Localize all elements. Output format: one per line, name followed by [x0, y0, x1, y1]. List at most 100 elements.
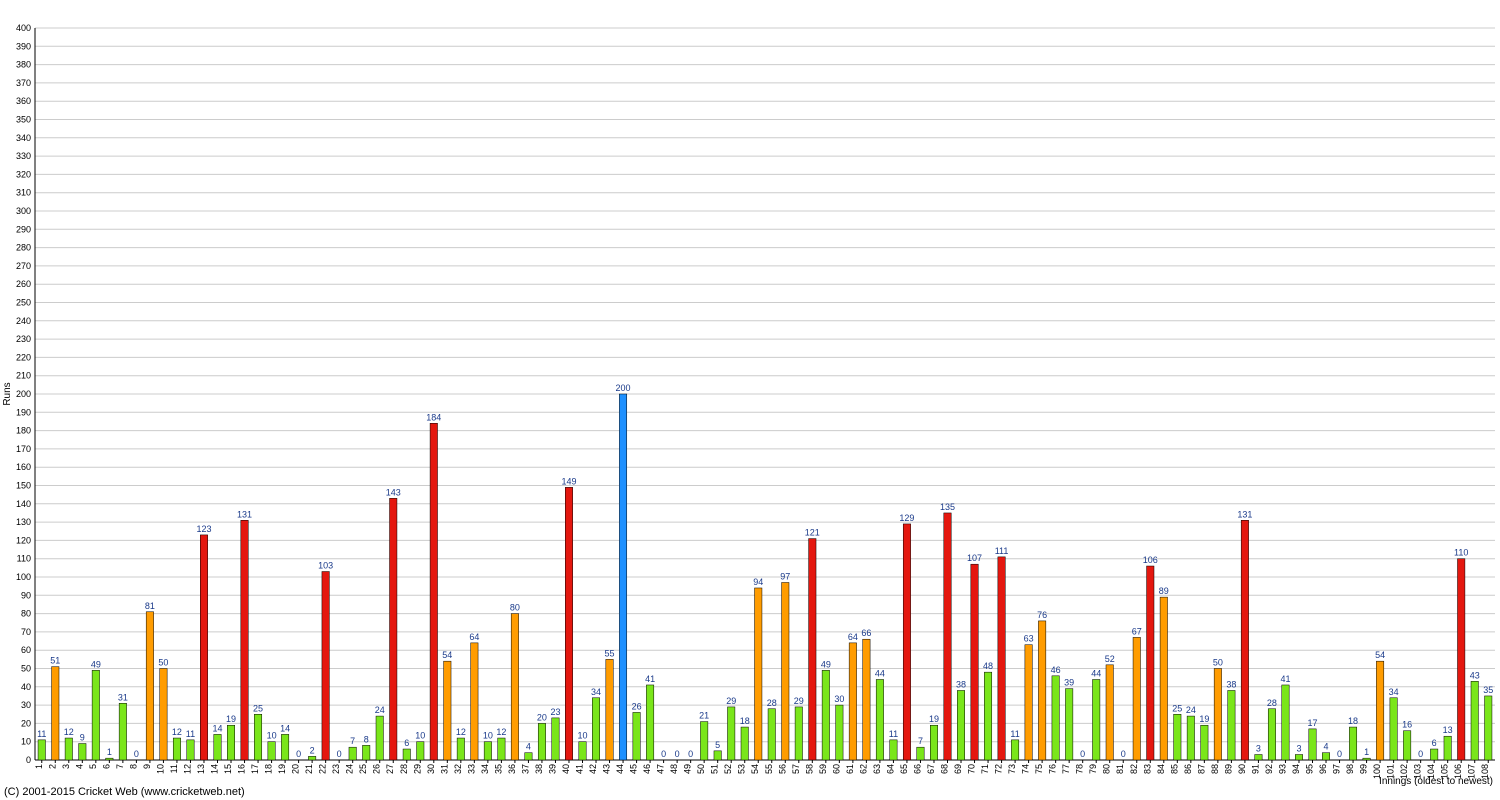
bar [525, 753, 532, 760]
x-tick-label: 73 [1007, 764, 1017, 774]
x-tick-label: 51 [710, 764, 720, 774]
bar [1295, 755, 1302, 760]
bar-value-label: 11 [37, 729, 46, 739]
bar [1268, 709, 1275, 760]
bar [362, 745, 369, 760]
bar-value-label: 16 [1402, 720, 1412, 730]
x-tick-label: 57 [791, 764, 801, 774]
bar-value-label: 7 [918, 736, 923, 746]
x-tick-label: 7 [115, 764, 125, 769]
bar-value-label: 28 [1267, 698, 1277, 708]
bar [403, 749, 410, 760]
bar [1376, 661, 1383, 760]
x-tick-label: 48 [669, 764, 679, 774]
bar-value-label: 123 [196, 524, 211, 534]
x-tick-label: 29 [412, 764, 422, 774]
x-tick-label: 81 [1115, 764, 1125, 774]
bar-value-label: 0 [1418, 749, 1423, 759]
bar [863, 639, 870, 760]
x-tick-label: 68 [940, 764, 950, 774]
bar [119, 703, 126, 760]
x-tick-label: 56 [777, 764, 787, 774]
bar [471, 643, 478, 760]
bar [1160, 597, 1167, 760]
svg-text:20: 20 [21, 718, 31, 728]
svg-text:200: 200 [16, 389, 31, 399]
bar [917, 747, 924, 760]
svg-text:320: 320 [16, 169, 31, 179]
x-tick-label: 98 [1345, 764, 1355, 774]
x-tick-label: 61 [845, 764, 855, 774]
x-tick-label: 84 [1156, 764, 1166, 774]
bar-value-label: 107 [967, 553, 982, 563]
bar [187, 740, 194, 760]
bar [1147, 566, 1154, 760]
bar-value-label: 34 [591, 687, 601, 697]
x-tick-label: 103 [1413, 764, 1423, 779]
bar [809, 539, 816, 760]
bar-value-label: 12 [496, 727, 506, 737]
bar-value-label: 49 [821, 659, 831, 669]
bar [1255, 755, 1262, 760]
bar-value-label: 1 [107, 747, 112, 757]
bar-value-label: 43 [1470, 670, 1480, 680]
x-tick-label: 64 [885, 764, 895, 774]
bar [38, 740, 45, 760]
svg-text:140: 140 [16, 499, 31, 509]
x-tick-label: 25 [358, 764, 368, 774]
bar [755, 588, 762, 760]
x-tick-label: 31 [439, 764, 449, 774]
bar-value-label: 0 [688, 749, 693, 759]
bar [52, 667, 59, 760]
svg-text:330: 330 [16, 151, 31, 161]
bar-value-label: 18 [740, 716, 750, 726]
bar-value-label: 41 [645, 674, 655, 684]
bar [646, 685, 653, 760]
svg-text:400: 400 [16, 23, 31, 33]
bar-value-label: 25 [1172, 703, 1182, 713]
x-tick-label: 58 [804, 764, 814, 774]
x-tick-label: 23 [331, 764, 341, 774]
x-tick-label: 6 [101, 764, 111, 769]
copyright-text: (C) 2001-2015 Cricket Web (www.cricketwe… [4, 786, 245, 798]
x-tick-label: 30 [426, 764, 436, 774]
bar-value-label: 8 [364, 734, 369, 744]
x-tick-label: 35 [493, 764, 503, 774]
bar-value-label: 7 [350, 736, 355, 746]
bar-value-label: 44 [875, 668, 885, 678]
x-tick-label: 76 [1048, 764, 1058, 774]
bar [214, 734, 221, 760]
x-tick-label: 87 [1196, 764, 1206, 774]
bar [308, 756, 315, 760]
bar [160, 669, 167, 761]
bar [579, 742, 586, 760]
bar [538, 723, 545, 760]
x-tick-label: 40 [561, 764, 571, 774]
bar-value-label: 35 [1483, 685, 1493, 695]
bar-value-label: 54 [442, 650, 452, 660]
bar [1471, 681, 1478, 760]
x-tick-label: 65 [899, 764, 909, 774]
bar-value-label: 81 [145, 601, 155, 611]
bar-value-label: 38 [956, 679, 966, 689]
x-tick-label: 92 [1264, 764, 1274, 774]
bar-value-label: 25 [253, 703, 263, 713]
bar-value-label: 149 [561, 476, 576, 486]
bar-value-label: 66 [861, 628, 871, 638]
bar-value-label: 44 [1091, 668, 1101, 678]
bar [79, 744, 86, 760]
bar [1444, 736, 1451, 760]
bar-value-label: 64 [848, 632, 858, 642]
svg-text:90: 90 [21, 590, 31, 600]
bar-value-label: 64 [469, 632, 479, 642]
bar [430, 423, 437, 760]
bar [1430, 749, 1437, 760]
bar-value-label: 21 [699, 711, 709, 721]
svg-text:50: 50 [21, 664, 31, 674]
x-tick-label: 9 [142, 764, 152, 769]
bar [768, 709, 775, 760]
bar-value-label: 12 [456, 727, 466, 737]
x-tick-label: 90 [1237, 764, 1247, 774]
x-tick-label: 44 [615, 764, 625, 774]
bar-value-label: 24 [375, 705, 385, 715]
